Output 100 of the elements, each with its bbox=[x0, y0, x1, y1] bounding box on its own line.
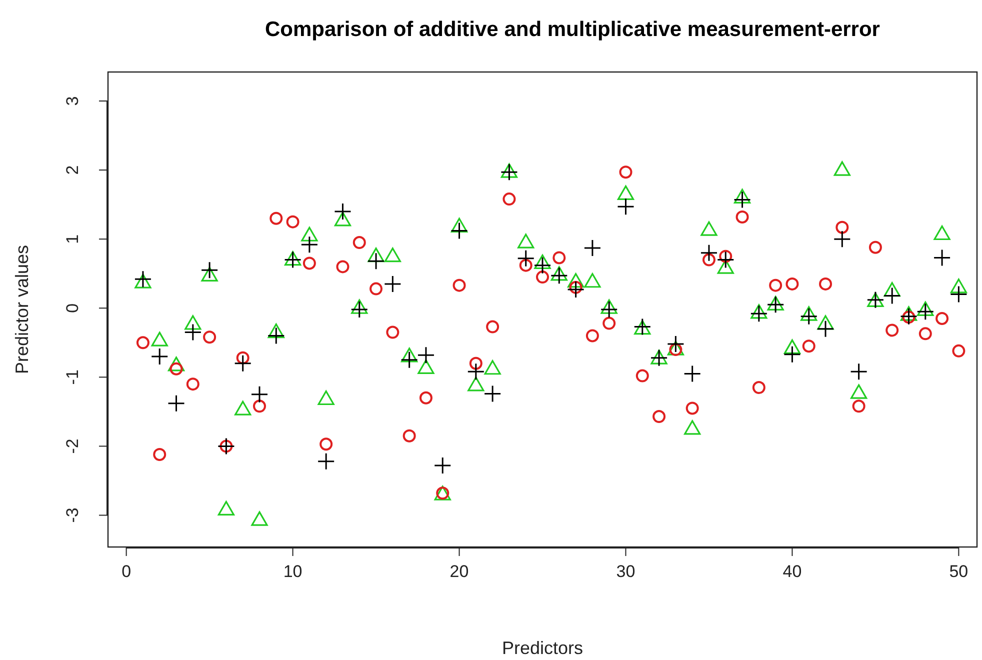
point bbox=[850, 362, 868, 380]
point bbox=[786, 277, 799, 290]
point bbox=[950, 286, 968, 304]
point bbox=[616, 198, 634, 216]
point bbox=[367, 252, 385, 270]
point bbox=[518, 234, 534, 248]
y-axis-title: Predictor values bbox=[12, 244, 32, 374]
point bbox=[452, 278, 466, 292]
point bbox=[567, 273, 584, 288]
point bbox=[734, 190, 752, 208]
point bbox=[469, 356, 482, 370]
point bbox=[236, 351, 250, 364]
point bbox=[402, 429, 416, 442]
point bbox=[350, 300, 368, 318]
point bbox=[816, 320, 834, 338]
point bbox=[419, 391, 432, 404]
point bbox=[450, 218, 468, 232]
point bbox=[300, 236, 318, 254]
point bbox=[184, 315, 202, 330]
point bbox=[619, 166, 632, 179]
y-tick-label: -2 bbox=[63, 438, 82, 454]
point bbox=[736, 210, 749, 224]
point bbox=[151, 332, 168, 346]
point bbox=[684, 364, 702, 382]
point bbox=[284, 250, 302, 266]
point bbox=[418, 359, 434, 374]
point bbox=[268, 323, 284, 338]
point bbox=[336, 260, 350, 274]
point bbox=[386, 326, 400, 339]
point bbox=[270, 212, 283, 225]
point bbox=[684, 420, 701, 435]
point bbox=[666, 335, 684, 353]
point bbox=[883, 286, 901, 304]
point bbox=[400, 351, 418, 369]
point bbox=[950, 278, 967, 294]
point bbox=[567, 280, 585, 298]
y-tick-label: -3 bbox=[63, 508, 82, 523]
point bbox=[600, 299, 618, 314]
point bbox=[750, 304, 768, 322]
point bbox=[534, 256, 552, 274]
x-tick-label: 30 bbox=[616, 562, 636, 581]
point bbox=[484, 360, 501, 375]
point bbox=[286, 215, 300, 228]
point bbox=[819, 277, 832, 290]
y-tick-label: -1 bbox=[63, 370, 82, 385]
point bbox=[850, 384, 868, 399]
x-tick-label: 50 bbox=[949, 562, 968, 581]
point bbox=[486, 320, 500, 334]
point bbox=[552, 251, 566, 264]
x-tick-label: 0 bbox=[122, 562, 132, 581]
point bbox=[267, 326, 285, 344]
point bbox=[186, 378, 200, 391]
point bbox=[900, 308, 918, 326]
point bbox=[600, 300, 618, 318]
point bbox=[203, 330, 216, 344]
point bbox=[586, 329, 599, 342]
x-axis-title: Predictors bbox=[502, 638, 584, 658]
point bbox=[800, 308, 818, 326]
point bbox=[750, 304, 768, 319]
point bbox=[218, 500, 234, 516]
point bbox=[569, 280, 582, 294]
point bbox=[719, 250, 732, 263]
x-tick-label: 20 bbox=[450, 562, 469, 581]
point bbox=[800, 306, 818, 321]
point bbox=[317, 452, 335, 470]
point bbox=[933, 248, 951, 266]
x-tick-label: 40 bbox=[782, 562, 802, 581]
point bbox=[766, 296, 784, 314]
point bbox=[467, 362, 485, 380]
point bbox=[450, 222, 468, 240]
point bbox=[886, 324, 899, 337]
point bbox=[934, 225, 950, 240]
point bbox=[302, 256, 316, 270]
point bbox=[150, 348, 168, 366]
point bbox=[852, 400, 866, 413]
chart-title: Comparison of additive and multiplicative measurement-error bbox=[265, 18, 880, 41]
point bbox=[868, 240, 882, 254]
point bbox=[384, 248, 401, 262]
point bbox=[434, 456, 452, 474]
point bbox=[617, 185, 634, 200]
point bbox=[767, 296, 784, 310]
point bbox=[168, 356, 185, 372]
point bbox=[370, 282, 383, 296]
point bbox=[401, 348, 418, 362]
point bbox=[252, 400, 266, 413]
point bbox=[284, 251, 302, 269]
point bbox=[301, 226, 318, 242]
point bbox=[134, 270, 152, 288]
point bbox=[784, 339, 801, 354]
point bbox=[652, 410, 666, 424]
point bbox=[752, 381, 766, 394]
point bbox=[550, 266, 568, 281]
point bbox=[783, 346, 801, 364]
point bbox=[417, 346, 435, 364]
point bbox=[334, 202, 352, 220]
y-tick-label: 0 bbox=[63, 303, 82, 313]
point bbox=[468, 376, 484, 392]
y-tick-label: 1 bbox=[63, 234, 82, 244]
point bbox=[251, 511, 268, 526]
point bbox=[817, 315, 834, 330]
